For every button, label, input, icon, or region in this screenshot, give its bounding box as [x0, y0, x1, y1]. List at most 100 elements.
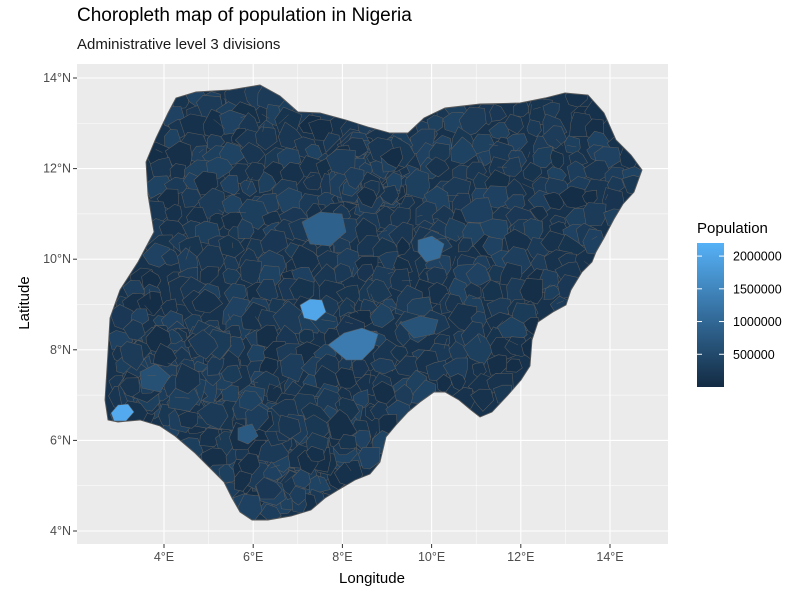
region-border-segment: [317, 475, 321, 484]
admin-region: [181, 188, 203, 208]
x-tick-label: 8°E: [332, 550, 352, 564]
region-border-segment: [198, 148, 204, 154]
admin-region: [489, 103, 508, 122]
x-axis-title: Longitude: [339, 570, 405, 587]
admin-region: [583, 202, 607, 227]
region-border-segment: [479, 156, 485, 166]
admin-region: [425, 156, 450, 178]
admin-region: [219, 174, 240, 196]
admin-region: [379, 146, 404, 169]
admin-region: [458, 106, 487, 137]
region-border-segment: [443, 338, 448, 349]
admin-region: [417, 235, 445, 263]
admin-region: [191, 288, 224, 314]
region-border-segment: [477, 333, 481, 343]
nigeria-country: [104, 84, 643, 521]
legend-colorbar: [697, 243, 724, 387]
region-border-segment: [213, 119, 225, 129]
admin-region: [187, 329, 219, 360]
region-border-segment: [370, 431, 378, 445]
region-border-segment: [144, 305, 153, 315]
admin-region: [119, 341, 144, 371]
admin-region: [558, 185, 588, 209]
region-border-segment: [433, 237, 447, 240]
region-border-segment: [349, 304, 359, 314]
admin-region: [197, 402, 229, 430]
admin-region: [255, 476, 283, 500]
legend: Population 2000000 1500000 1000000 500000: [697, 220, 782, 387]
admin-region: [238, 453, 261, 476]
region-border-segment: [452, 256, 456, 266]
region-border-segment: [555, 138, 564, 147]
admin-region: [519, 278, 543, 305]
admin-region: [178, 411, 199, 429]
y-tick-label: 8°N: [50, 343, 71, 357]
admin-region: [161, 248, 181, 266]
map-subtitle: Administrative level 3 divisions: [77, 36, 281, 53]
region-border-segment: [338, 397, 340, 406]
region-border-segment: [522, 183, 534, 190]
x-tick-label: 4°E: [154, 550, 174, 564]
region-border-segment: [472, 297, 485, 299]
region-border-segment: [218, 209, 225, 214]
admin-region: [450, 136, 478, 165]
legend-break-label: 500000: [733, 348, 775, 362]
region-border-segment: [368, 371, 372, 384]
region-border-segment: [387, 271, 393, 275]
admin-region: [301, 211, 347, 247]
x-axis: 4°E 6°E 8°E 10°E 12°E 14°E: [154, 544, 624, 564]
admin-region: [123, 319, 146, 341]
region-border-segment: [542, 284, 556, 290]
admin-region: [280, 353, 306, 383]
x-tick-label: 10°E: [418, 550, 445, 564]
admin-region: [470, 388, 495, 412]
admin-region: [152, 343, 178, 368]
admin-region: [206, 356, 225, 376]
admin-region: [327, 327, 379, 361]
region-border-segment: [556, 300, 565, 304]
region-border-segment: [369, 405, 375, 408]
region-border-segment: [494, 320, 504, 330]
region-border-segment: [333, 245, 336, 253]
region-border-segment: [566, 145, 577, 148]
country-border: [104, 84, 643, 521]
region-border-segment: [605, 194, 609, 201]
region-border-segment: [377, 230, 388, 232]
region-border-segment: [223, 98, 228, 104]
region-border-segment: [254, 316, 262, 327]
legend-break-label: 2000000: [733, 250, 782, 264]
region-border-segment: [261, 113, 270, 119]
admin-region: [526, 119, 542, 138]
admin-region: [305, 445, 326, 462]
region-border-segment: [305, 238, 315, 245]
region-border-segment: [317, 204, 323, 213]
region-border-segment: [514, 147, 520, 153]
region-border-segment: [273, 380, 286, 389]
admin-region: [237, 423, 259, 445]
region-border-segment: [457, 235, 461, 241]
admin-region: [259, 503, 282, 520]
admin-region: [426, 114, 444, 132]
admin-region: [272, 300, 308, 335]
region-border-segment: [223, 344, 233, 357]
region-border-segment: [425, 272, 430, 281]
admin-region: [426, 266, 448, 285]
region-border-segment: [351, 267, 354, 277]
admin-region: [358, 446, 381, 470]
y-tick-label: 12°N: [43, 162, 71, 176]
region-border-segment: [489, 144, 498, 146]
region-border-segment: [370, 293, 376, 305]
admin-region: [542, 125, 568, 150]
x-tick-label: 12°E: [507, 550, 534, 564]
region-border-segment: [307, 174, 315, 179]
admin-region: [396, 236, 411, 256]
admin-region: [119, 377, 141, 398]
region-border-segment: [217, 429, 221, 441]
region-border-segment: [247, 177, 253, 190]
admin-region: [370, 357, 397, 375]
region-border-segment: [155, 149, 163, 153]
region-border-segment: [530, 104, 532, 115]
region-border-segment: [195, 388, 199, 395]
admin-region: [338, 433, 358, 450]
region-border-segment: [185, 246, 191, 260]
